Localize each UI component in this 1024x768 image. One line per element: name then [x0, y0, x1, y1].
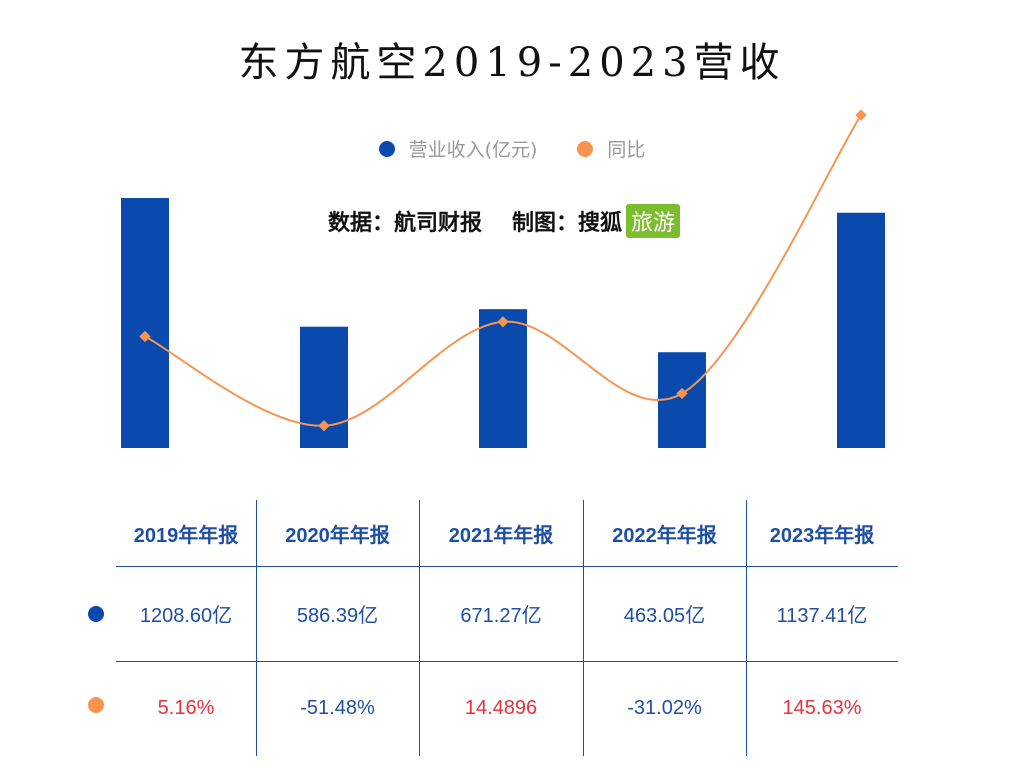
maker-text: 制图：搜狐: [512, 211, 623, 236]
yoy-point-2022年年报[interactable]: [676, 387, 688, 400]
legend: 营业收入(亿元) 同比: [0, 135, 1024, 162]
table-row-divider: [116, 566, 898, 567]
revenue-cell: 586.39亿: [296, 605, 379, 627]
revenue-cell: 1137.41亿: [776, 605, 868, 627]
brand-tag: 旅游: [626, 204, 681, 238]
yoy-cell: 14.4896: [464, 697, 538, 719]
bar-2023年年报[interactable]: [837, 212, 885, 448]
yoy-point-2021年年报[interactable]: [497, 316, 509, 328]
legend-item-yoy[interactable]: 同比: [577, 135, 645, 162]
yoy-point-2020年年报[interactable]: [318, 420, 330, 432]
credit-text: 数据：航司财报 制图：搜狐 旅游: [328, 204, 681, 238]
yoy-cell: 145.63%: [782, 697, 862, 719]
revenue-cell: 463.05亿: [623, 605, 706, 627]
yoy-cell: -51.48%: [300, 697, 375, 719]
table-column-divider: [583, 500, 584, 756]
revenue-cell: 671.27亿: [460, 605, 542, 627]
chart-title: 东方航空2019-2023营收: [238, 40, 786, 86]
bar-2019年年报[interactable]: [121, 198, 169, 448]
table-column-divider: [746, 500, 747, 756]
legend-label-revenue: 营业收入(亿元): [408, 139, 538, 161]
revenue-bars: [121, 198, 885, 448]
yoy-line-series: [139, 109, 867, 432]
bar-2021年年报[interactable]: [479, 309, 527, 448]
yoy-point-2023年年报[interactable]: [855, 109, 867, 121]
table-row-divider: [116, 661, 898, 662]
yoy-cell: 5.16%: [157, 697, 215, 719]
legend-label-yoy: 同比: [607, 139, 646, 161]
yoy-cell: -31.02%: [627, 697, 702, 719]
table-header-cell: 2023年年报: [769, 524, 875, 547]
legend-dot-yoy: [577, 140, 594, 157]
source-text: 数据：航司财报: [328, 211, 483, 236]
table-header-cell: 2022年年报: [612, 524, 717, 547]
yoy-row-marker: [88, 697, 104, 713]
data-table: 2019年年报 2020年年报 2021年年报 2022年年报 2023年年报 1208.…: [116, 500, 898, 756]
legend-item-revenue[interactable]: 营业收入(亿元): [378, 135, 538, 162]
table-header-cell: 2021年年报: [448, 524, 554, 547]
yoy-line: [144, 114, 862, 427]
table-header-cell: 2020年年报: [285, 524, 390, 547]
revenue-cell: 1208.60亿: [139, 605, 233, 627]
yoy-point-2019年年报[interactable]: [139, 330, 151, 343]
table-column-divider: [256, 500, 257, 756]
table-header-cell: 2019年年报: [133, 524, 239, 547]
legend-dot-revenue: [378, 140, 395, 157]
table-column-divider: [419, 500, 420, 756]
revenue-row-marker: [88, 606, 104, 622]
